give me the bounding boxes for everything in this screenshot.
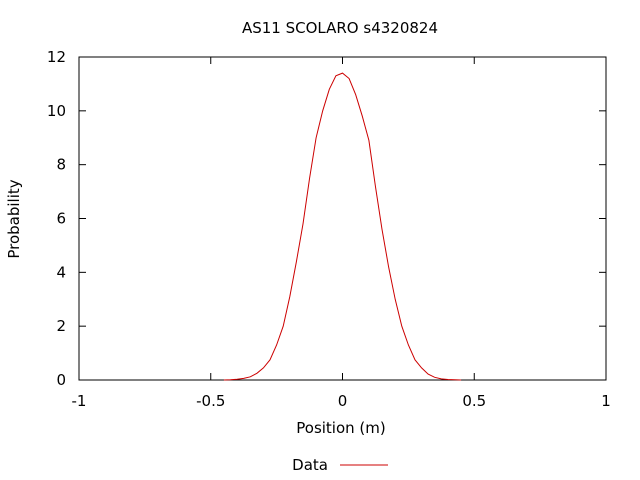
legend: Data	[292, 456, 388, 474]
y-tick-label: 12	[47, 48, 66, 66]
y-axis-label: Probability	[5, 179, 23, 258]
data-series-line	[223, 72, 462, 381]
y-tick-label: 0	[56, 371, 66, 389]
x-tick-label: 1	[601, 392, 611, 410]
x-tick-label: 0	[338, 392, 348, 410]
x-tick-label: -0.5	[196, 392, 225, 410]
y-tick-label: 10	[47, 102, 66, 120]
y-tick-label: 8	[56, 156, 66, 174]
y-tick-label: 6	[56, 210, 66, 228]
plot-area-border	[78, 56, 607, 381]
x-tick-label: 0.5	[462, 392, 486, 410]
y-axis: 0 2 4 6 8 10 12	[47, 48, 606, 389]
legend-label: Data	[292, 456, 328, 474]
x-tick-label: -1	[72, 392, 87, 410]
y-tick-label: 2	[56, 317, 66, 335]
x-axis: -1 -0.5 0 0.5 1	[72, 57, 611, 410]
chart-title: AS11 SCOLARO s4320824	[242, 19, 438, 37]
x-axis-label: Position (m)	[296, 419, 386, 437]
y-tick-label: 4	[56, 263, 66, 281]
